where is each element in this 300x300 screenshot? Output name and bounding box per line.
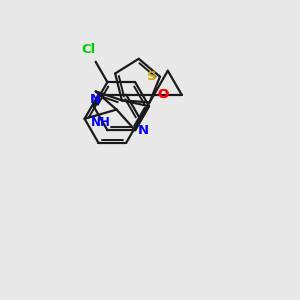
Text: N: N xyxy=(138,124,149,137)
Text: O: O xyxy=(157,88,168,101)
Text: NH: NH xyxy=(91,116,110,129)
Text: S: S xyxy=(147,70,157,83)
Text: O: O xyxy=(157,88,168,101)
Text: N: N xyxy=(90,93,101,106)
Text: Cl: Cl xyxy=(82,43,96,56)
